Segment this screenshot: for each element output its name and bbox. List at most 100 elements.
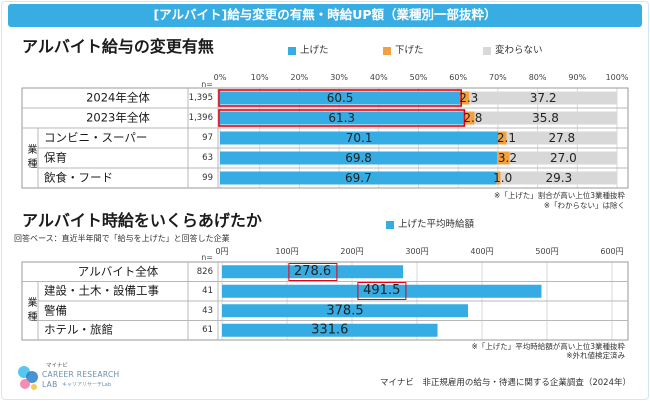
- x-tick-label: 40%: [369, 73, 388, 82]
- bar-raised: [220, 131, 499, 145]
- x-tick-label: 80%: [528, 73, 547, 82]
- bar-lowered: [463, 111, 475, 125]
- row-label: 警備: [44, 303, 67, 317]
- chart-2-note: ※外れ値検定済み: [566, 351, 625, 360]
- row-label: アルバイト全体: [77, 264, 159, 278]
- x-tick-label: 90%: [568, 73, 587, 82]
- bar-unchanged: [500, 171, 617, 185]
- bar-value-label-avg-raise: 278.6: [287, 262, 338, 281]
- source-credit: マイナビ 非正規雇用の給与・待遇に関する企業調査（2024年）: [380, 378, 631, 388]
- bar-unchanged: [509, 151, 617, 165]
- career-research-lab-logo-icon: [14, 363, 42, 393]
- bar-lowered: [497, 151, 510, 165]
- x-tick-label: 400円: [470, 247, 494, 256]
- table-border: [21, 87, 629, 189]
- x-tick-label: 200円: [340, 247, 364, 256]
- logo-career-research: CAREER RESEARCH: [42, 370, 120, 379]
- legend-label-unchanged: 変わらない: [495, 45, 543, 56]
- bar-lowered: [498, 131, 507, 145]
- chart-1-title: アルバイト給与の変更有無: [22, 37, 214, 56]
- chart-2-subtitle: 回答ベース：直近半年間で「給与を上げた」と回答した企業: [14, 234, 230, 243]
- x-tick-label: 0円: [215, 247, 229, 256]
- bar-value-label-raised: 61.3: [328, 111, 356, 125]
- x-tick-label: 30%: [330, 73, 348, 82]
- row-label: 飲食・フード: [44, 170, 113, 185]
- x-tick-label: 70%: [489, 73, 507, 82]
- chart-1-plot-area: [21, 87, 629, 189]
- legend-item-raised: 上げた: [288, 46, 329, 56]
- row-n-value: 99: [202, 172, 213, 183]
- chart-2-title: アルバイト時給をいくらあげたか: [22, 211, 262, 230]
- legend-swatch-lowered: [383, 46, 391, 55]
- group-label: 業種: [25, 144, 36, 172]
- bar-value-label-lowered: 2.3: [459, 91, 479, 105]
- x-tick-label: 100%: [605, 73, 629, 82]
- row-label: コンビニ・スーパー: [44, 130, 148, 145]
- row-n-value: 1,395: [188, 92, 213, 103]
- row-label: 建設・土木・設備工事: [44, 283, 159, 298]
- bar-unchanged: [506, 131, 617, 145]
- bar-raised: [220, 91, 461, 105]
- bar-value-label-avg-raise: 378.5: [326, 303, 364, 319]
- legend-label-lowered: 下げた: [395, 45, 424, 56]
- row-n-value: 63: [202, 152, 213, 163]
- n-label: n=: [201, 253, 213, 262]
- x-tick-label: 100円: [275, 247, 299, 256]
- bar-value-label-unchanged: 27.8: [548, 131, 576, 145]
- x-tick-label: 500円: [535, 247, 559, 256]
- chart-1-note: ※「わからない」は除く: [543, 201, 625, 210]
- logo-katakana: キャリアリサーチLab: [62, 382, 112, 388]
- row-n-value: 97: [202, 132, 213, 143]
- row-n-value: 61: [202, 325, 213, 335]
- header-banner: [アルバイト]給与変更の有無・時給UP額（業種別一部抜粋）: [8, 4, 642, 27]
- highlight-box: [218, 89, 462, 107]
- bar-lowered: [460, 91, 470, 105]
- bar-raised: [220, 171, 497, 185]
- row-label: ホテル・旅館: [44, 322, 113, 337]
- bar-value-label-avg-raise: 331.6: [311, 322, 349, 338]
- bar-value-label-raised: 69.8: [345, 151, 372, 165]
- legend-label-raised: 上げた: [300, 45, 329, 56]
- bar-value-label-unchanged: 29.3: [545, 171, 573, 185]
- x-tick-label: 0%: [213, 73, 227, 82]
- highlight-box: [218, 109, 466, 127]
- row-label: 2024年全体: [86, 90, 150, 105]
- header-title: [アルバイト]給与変更の有無・時給UP額（業種別一部抜粋）: [153, 7, 497, 23]
- bar-lowered: [496, 171, 501, 185]
- x-tick-label: 300円: [405, 247, 429, 256]
- bar-value-label-raised: 60.5: [326, 91, 354, 105]
- legend-item-lowered: 下げた: [383, 46, 424, 56]
- row-n-value: 43: [202, 305, 213, 316]
- x-tick-label: 50%: [409, 73, 428, 82]
- bar-avg-raise: [222, 323, 438, 337]
- bar-avg-raise: [222, 304, 469, 318]
- bar-raised: [220, 111, 464, 125]
- row-n-value: 1,396: [188, 112, 213, 123]
- bar-value-label-raised: 70.1: [345, 131, 373, 145]
- x-tick-label: 10%: [250, 73, 269, 82]
- legend-label-avg-raise: 上げた平均時給額: [398, 219, 475, 230]
- legend-item-avg-raise: 上げた平均時給額: [386, 220, 474, 230]
- bar-value-label-lowered: 3.2: [497, 151, 517, 165]
- row-n-value: 826: [196, 266, 213, 277]
- row-label: 2023年全体: [86, 110, 150, 125]
- bar-value-label-lowered: 1.0: [493, 171, 513, 185]
- logo-icon-graphic: [18, 366, 38, 390]
- row-n-value: 41: [202, 286, 213, 296]
- legend-swatch-raised: [288, 46, 296, 55]
- row-label: 保育: [44, 150, 67, 165]
- bar-raised: [220, 151, 498, 165]
- group-label: 業種: [25, 296, 36, 325]
- x-tick-label: 20%: [290, 73, 309, 82]
- bar-unchanged: [469, 91, 617, 105]
- bar-value-label-lowered: 2.1: [496, 131, 516, 145]
- bar-value-label-raised: 69.7: [344, 171, 372, 185]
- legend-item-unchanged: 変わらない: [483, 46, 543, 56]
- chart-1-note: ※「上げた」割合が高い上位3業種抜粋: [493, 191, 625, 200]
- legend-swatch-avg-raise: [386, 220, 394, 229]
- bar-avg-raise: [222, 265, 404, 279]
- bar-avg-raise: [222, 284, 542, 298]
- bar-value-label-lowered: 2.8: [463, 111, 483, 125]
